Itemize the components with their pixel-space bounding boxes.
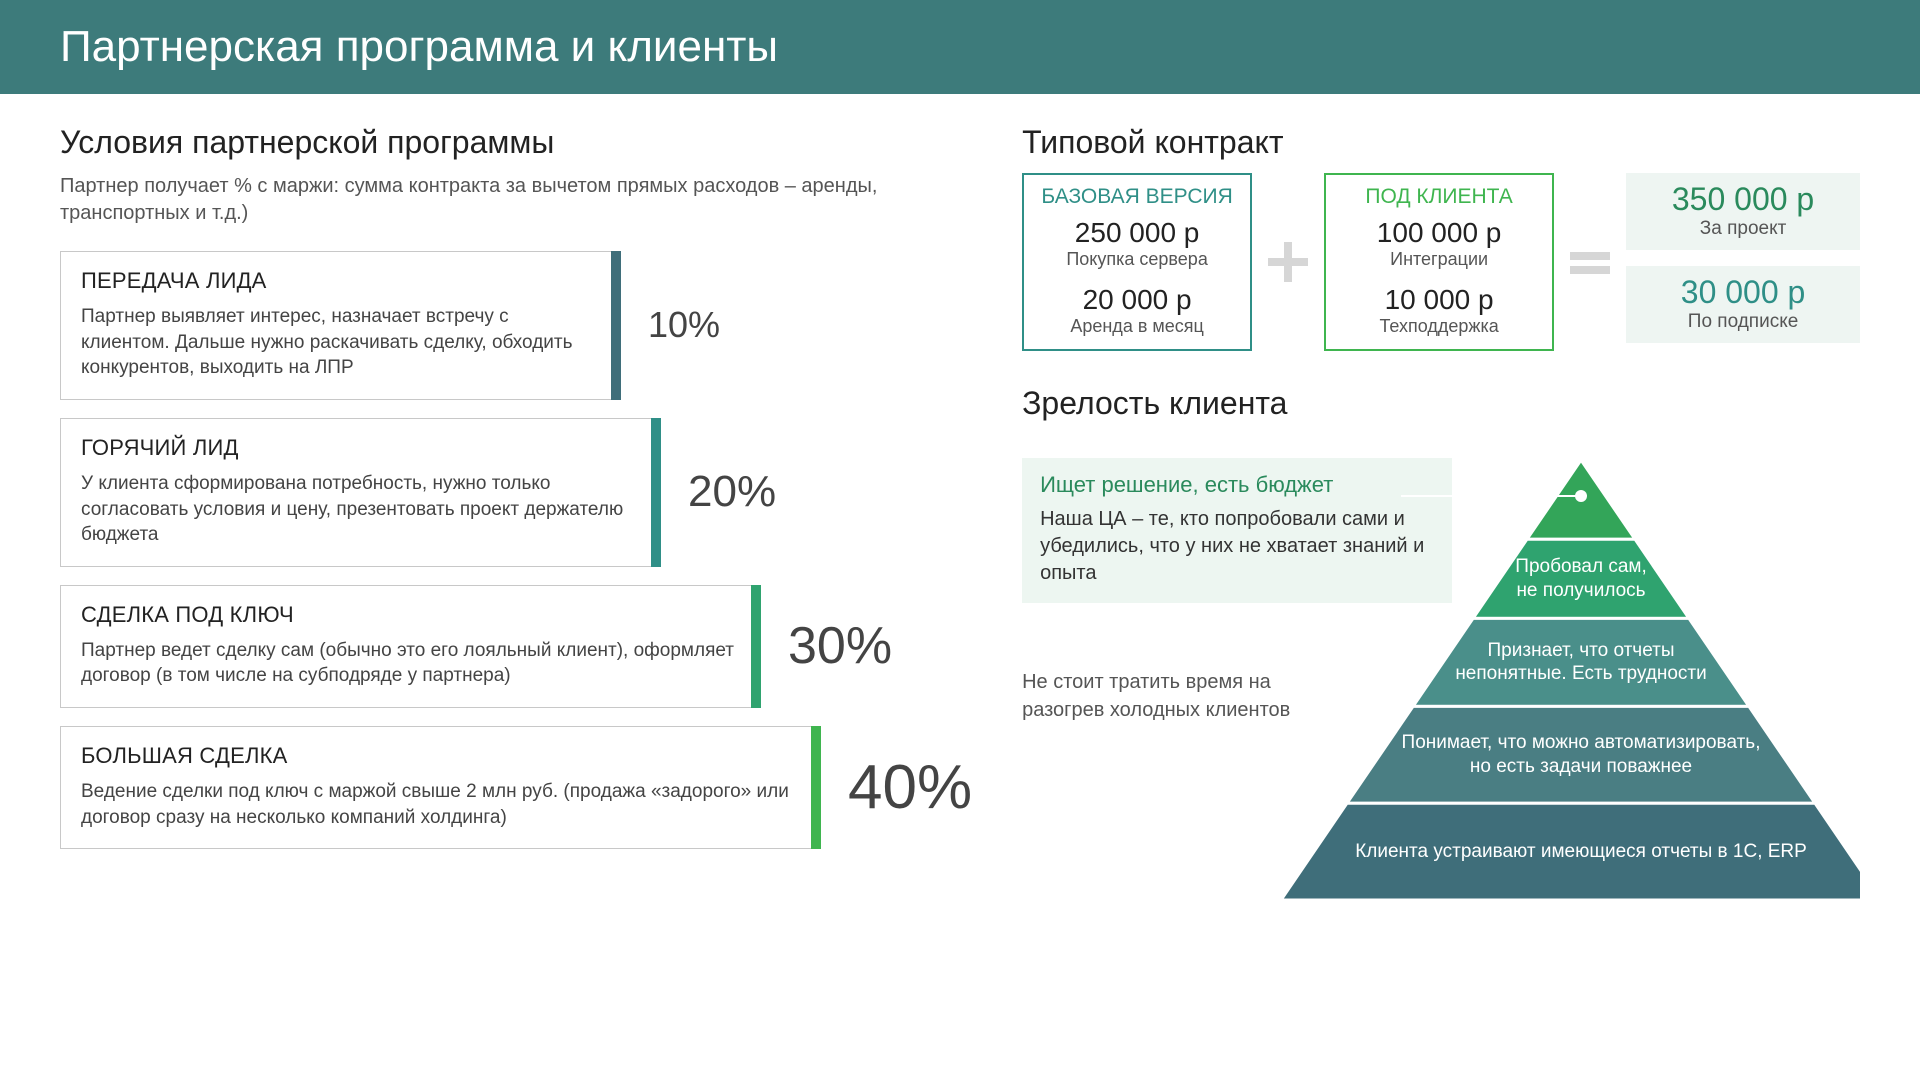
result-subscription-sub: По подписке: [1632, 311, 1854, 333]
tier-row: ГОРЯЧИЙ ЛИД У клиента сформирована потреб…: [60, 418, 972, 567]
left-column: Условия партнерской программы Партнер по…: [60, 124, 972, 914]
tier-row: ПЕРЕДАЧА ЛИДА Партнер выявляет интерес, н…: [60, 251, 972, 400]
tier-card: СДЕЛКА ПОД КЛЮЧ Партнер ведет сделку сам …: [60, 585, 760, 708]
contract-client-label: ПОД КЛИЕНТА: [1332, 185, 1546, 209]
contract-title: Типовой контракт: [1022, 124, 1860, 161]
result-column: 350 000 р За проект 30 000 р По подписке: [1626, 173, 1860, 351]
tier-list: ПЕРЕДАЧА ЛИДА Партнер выявляет интерес, н…: [60, 251, 972, 849]
equals-icon: [1568, 240, 1612, 284]
tier-title: СДЕЛКА ПОД КЛЮЧ: [81, 602, 740, 628]
tier-bar: [611, 251, 621, 400]
tier-title: ГОРЯЧИЙ ЛИД: [81, 435, 640, 461]
tier-desc: Партнер ведет сделку сам (обычно это его…: [81, 638, 740, 689]
tier-desc: У клиента сформирована потребность, нужн…: [81, 471, 640, 548]
tier-desc: Партнер выявляет интерес, назначает встр…: [81, 304, 600, 381]
tier-bar: [751, 585, 761, 708]
contract-client-sub2: Техподдержка: [1332, 316, 1546, 337]
contract-client-sub1: Интеграции: [1332, 249, 1546, 270]
result-subscription: 30 000 р По подписке: [1626, 266, 1860, 343]
tier-bar: [651, 418, 661, 567]
result-project: 350 000 р За проект: [1626, 173, 1860, 250]
result-subscription-amount: 30 000 р: [1632, 274, 1854, 311]
result-project-sub: За проект: [1632, 218, 1854, 240]
page-title: Партнерская программа и клиенты: [60, 22, 778, 71]
plus-operator: [1266, 173, 1310, 351]
page-header: Партнерская программа и клиенты: [0, 0, 1920, 94]
pyramid-level-label: Пробовал сам, не получилось: [1507, 543, 1656, 614]
contract-base-label: БАЗОВАЯ ВЕРСИЯ: [1030, 185, 1244, 209]
contract-base-price1: 250 000 р: [1030, 217, 1244, 249]
maturity-wrap: Ищет решение, есть бюджет Наша ЦА – те, …: [1022, 434, 1860, 914]
contract-base-price2: 20 000 р: [1030, 284, 1244, 316]
contract-client-price1: 100 000 р: [1332, 217, 1546, 249]
result-project-amount: 350 000 р: [1632, 181, 1854, 218]
tier-title: ПЕРЕДАЧА ЛИДА: [81, 268, 600, 294]
tier-row: СДЕЛКА ПОД КЛЮЧ Партнер ведет сделку сам …: [60, 585, 972, 708]
contract-client-box: ПОД КЛИЕНТА 100 000 р Интеграции 10 000 …: [1324, 173, 1554, 351]
right-column: Типовой контракт БАЗОВАЯ ВЕРСИЯ 250 000 …: [1022, 124, 1860, 914]
tier-desc: Ведение сделки под ключ с маржой свыше 2…: [81, 779, 800, 830]
pyramid-level-label: Признает, что отчеты непонятные. Есть тр…: [1454, 622, 1708, 702]
tier-bar: [811, 726, 821, 849]
conditions-subtitle: Партнер получает % с маржи: сумма контра…: [60, 173, 972, 227]
content: Условия партнерской программы Партнер по…: [0, 94, 1920, 914]
tier-percent: 20%: [688, 467, 776, 517]
tier-card: БОЛЬШАЯ СДЕЛКА Ведение сделки под ключ с …: [60, 726, 820, 849]
equals-operator: [1568, 173, 1612, 351]
contract-client-price2: 10 000 р: [1332, 284, 1546, 316]
tier-percent: 30%: [788, 616, 892, 676]
tier-percent: 10%: [648, 304, 720, 346]
contract-row: БАЗОВАЯ ВЕРСИЯ 250 000 р Покупка сервера…: [1022, 173, 1860, 351]
tier-card: ГОРЯЧИЙ ЛИД У клиента сформирована потреб…: [60, 418, 660, 567]
tier-title: БОЛЬШАЯ СДЕЛКА: [81, 743, 800, 769]
contract-base-sub2: Аренда в месяц: [1030, 316, 1244, 337]
conditions-title: Условия партнерской программы: [60, 124, 972, 161]
maturity-title: Зрелость клиента: [1022, 385, 1860, 422]
tier-card: ПЕРЕДАЧА ЛИДА Партнер выявляет интерес, н…: [60, 251, 620, 400]
tier-percent: 40%: [848, 752, 972, 823]
contract-base-box: БАЗОВАЯ ВЕРСИЯ 250 000 р Покупка сервера…: [1022, 173, 1252, 351]
plus-icon: [1266, 240, 1310, 284]
contract-base-sub1: Покупка сервера: [1030, 249, 1244, 270]
pyramid-level-label: Клиента устраивают имеющиеся отчеты в 1С…: [1335, 807, 1826, 896]
pyramid-level-label: Понимает, что можно автоматизировать, но…: [1396, 710, 1766, 799]
tier-row: БОЛЬШАЯ СДЕЛКА Ведение сделки под ключ с …: [60, 726, 972, 849]
